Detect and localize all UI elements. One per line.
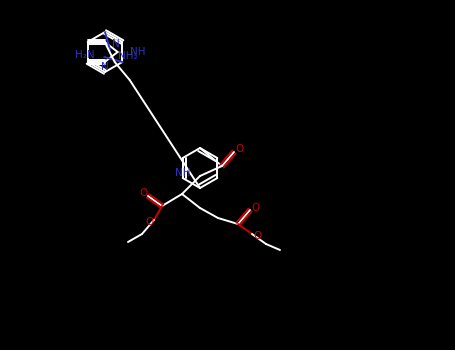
Text: O: O — [139, 188, 147, 198]
Text: N: N — [112, 39, 120, 49]
Text: NH₂: NH₂ — [118, 51, 137, 61]
Text: O: O — [251, 203, 259, 213]
Text: O: O — [145, 217, 153, 227]
Text: NH: NH — [175, 168, 190, 178]
Text: O: O — [253, 231, 261, 241]
Text: N: N — [101, 62, 109, 72]
Text: O: O — [235, 144, 243, 154]
Text: H₂N: H₂N — [75, 50, 94, 60]
Text: NH: NH — [130, 47, 145, 57]
